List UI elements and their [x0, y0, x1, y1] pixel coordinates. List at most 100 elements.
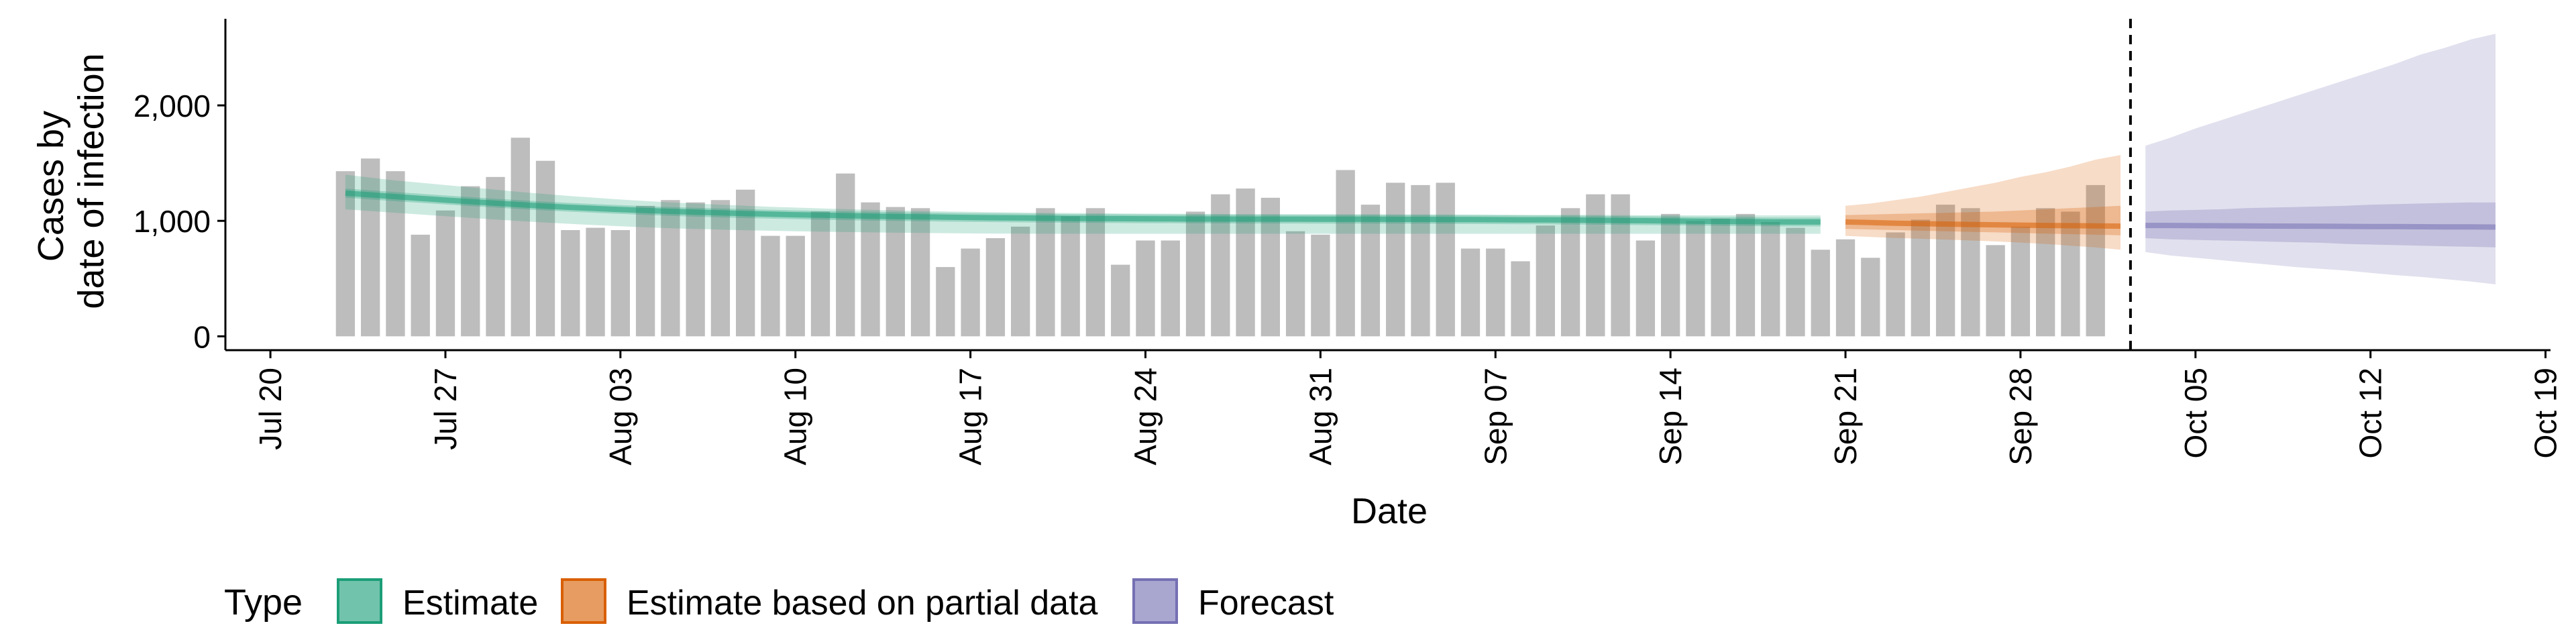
bar-day-71 — [2036, 208, 2055, 337]
bar-day-66 — [1911, 219, 1930, 337]
x-tick-label: Aug 17 — [953, 368, 988, 466]
legend: Type Estimate Estimate based on partial d… — [224, 578, 1334, 624]
bar-day-24 — [861, 202, 880, 337]
y-axis-title-line-2: date of infection — [71, 53, 111, 309]
legend-key-forecast — [1132, 578, 1178, 624]
forecast-series — [2145, 34, 2496, 284]
bar-day-47 — [1436, 182, 1455, 337]
bar-day-7 — [435, 210, 455, 337]
y-axis: 0 1,000 2,000 — [133, 19, 227, 354]
y-axis-title-line-1: Cases by — [31, 111, 71, 262]
bar-day-46 — [1411, 184, 1430, 337]
x-tick-label: Sep 14 — [1653, 368, 1688, 466]
legend-key-partial-estimate — [561, 578, 606, 624]
x-tick-label: Sep 21 — [1828, 368, 1863, 466]
bar-day-57 — [1686, 221, 1705, 337]
bar-day-45 — [1386, 182, 1405, 337]
bar-day-4 — [360, 158, 380, 337]
bar-day-63 — [1835, 239, 1856, 337]
bar-day-44 — [1360, 205, 1381, 337]
bar-day-32 — [1061, 216, 1080, 337]
bar-day-73 — [2086, 184, 2105, 337]
bar-day-18 — [710, 200, 731, 337]
bar-day-13 — [586, 227, 605, 337]
y-tick-label: 1,000 — [133, 204, 211, 239]
x-ticks: Jul 20 Jul 27 Aug 03 Aug 10 Aug 17 Aug 24 Aug … — [253, 350, 2563, 466]
bar-day-33 — [1085, 208, 1106, 337]
bar-day-56 — [1660, 213, 1680, 337]
legend-items: Estimate Estimate based on partial data Fo… — [337, 578, 1334, 624]
bar-day-65 — [1886, 232, 1905, 337]
bar-day-15 — [635, 205, 655, 337]
y-ticks: 0 1,000 2,000 — [133, 89, 225, 354]
bar-day-23 — [836, 173, 855, 337]
bar-day-27 — [936, 267, 955, 337]
x-tick-label: Aug 10 — [778, 368, 813, 466]
bar-day-58 — [1711, 218, 1730, 337]
bar-day-11 — [535, 160, 555, 337]
bar-day-20 — [761, 235, 780, 337]
bar-day-50 — [1511, 261, 1530, 337]
partial-estimate-band-90 — [1845, 155, 2121, 250]
plot-area — [335, 19, 2496, 350]
bar-day-17 — [686, 202, 705, 337]
y-tick-label: 0 — [193, 319, 211, 354]
bar-day-68 — [1961, 208, 1980, 337]
bar-day-61 — [1786, 227, 1805, 337]
x-tick-label: Oct 05 — [2178, 368, 2213, 459]
x-tick-label: Oct 19 — [2528, 368, 2563, 459]
bar-day-31 — [1036, 208, 1055, 337]
bar-day-39 — [1236, 189, 1255, 337]
legend-label-estimate: Estimate — [402, 584, 538, 623]
x-axis: Jul 20 Jul 27 Aug 03 Aug 10 Aug 17 Aug 24 Aug … — [225, 349, 2563, 466]
bar-day-34 — [1111, 264, 1130, 337]
bar-day-29 — [985, 238, 1006, 337]
bar-day-36 — [1161, 240, 1180, 337]
bar-day-37 — [1185, 211, 1205, 337]
x-tick-label: Oct 12 — [2353, 368, 2388, 459]
x-axis-title: Date — [1351, 491, 1428, 531]
bar-day-35 — [1136, 240, 1155, 337]
x-tick-label: Aug 31 — [1303, 368, 1338, 466]
estimate-series — [345, 174, 1821, 234]
estimate-median-line — [345, 190, 1821, 225]
bar-day-55 — [1635, 240, 1656, 337]
bar-day-10 — [511, 138, 530, 337]
bar-day-22 — [810, 211, 830, 337]
bar-day-8 — [461, 186, 480, 337]
x-tick-label: Aug 24 — [1128, 368, 1163, 466]
bar-day-12 — [561, 229, 580, 337]
bar-day-52 — [1560, 208, 1580, 337]
legend-title: Type — [224, 582, 303, 623]
bar-day-64 — [1861, 258, 1880, 337]
x-tick-label: Jul 27 — [428, 368, 463, 450]
bar-day-25 — [885, 207, 905, 337]
bar-day-30 — [1010, 226, 1030, 337]
bar-day-21 — [786, 235, 805, 337]
bar-day-51 — [1536, 225, 1555, 337]
bar-day-42 — [1311, 234, 1330, 337]
y-axis-title: Cases by date of infection — [31, 53, 111, 309]
legend-label-forecast: Forecast — [1198, 584, 1334, 623]
bar-day-70 — [2010, 226, 2031, 337]
bar-day-41 — [1285, 231, 1305, 337]
legend-key-estimate — [337, 578, 382, 624]
y-tick-label: 2,000 — [133, 89, 211, 123]
bar-day-43 — [1336, 170, 1355, 337]
bar-day-49 — [1486, 248, 1505, 337]
bars-layer — [335, 138, 2105, 337]
x-tick-label: Aug 03 — [603, 368, 638, 466]
forecast-median-line — [2145, 223, 2496, 230]
bar-day-14 — [610, 229, 631, 337]
bar-day-69 — [1986, 245, 2005, 337]
bar-day-16 — [661, 200, 680, 337]
partial-estimate-median-line — [1845, 219, 2121, 229]
bar-day-3 — [335, 171, 356, 337]
bar-day-59 — [1735, 213, 1756, 337]
bar-day-48 — [1460, 248, 1481, 337]
bar-day-72 — [2061, 211, 2080, 337]
bar-day-62 — [1811, 250, 1830, 337]
partial-estimate-series — [1845, 155, 2121, 250]
bar-day-60 — [1761, 221, 1780, 337]
